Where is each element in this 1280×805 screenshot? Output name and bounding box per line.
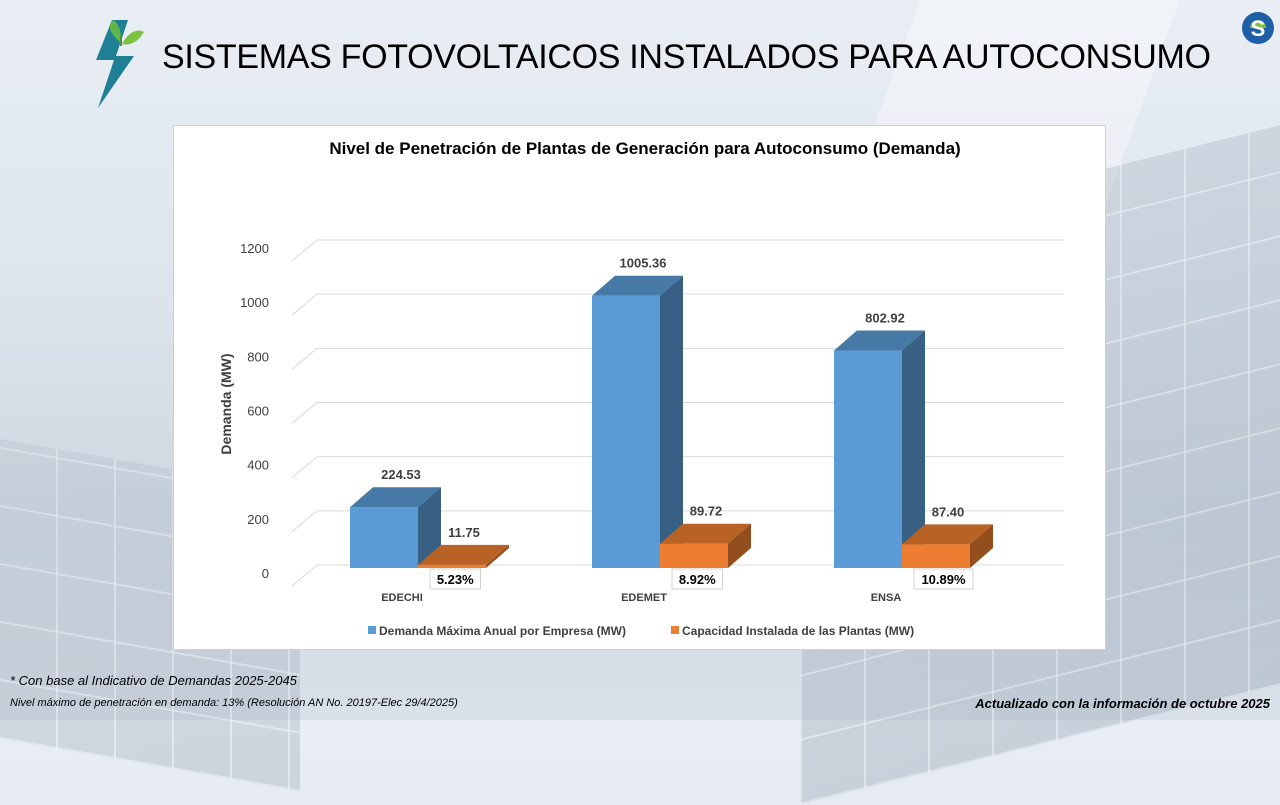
gridline-diagonal: [291, 402, 318, 424]
bar-capacidad-edechi-front: [418, 564, 486, 568]
y-axis-label: Demanda (MW): [218, 353, 234, 454]
data-label-capacidad: 87.40: [932, 504, 965, 519]
category-labels: EDECHI EDEMET ENSA: [381, 592, 901, 604]
bar-capacidad-edechi-top: [418, 544, 509, 565]
bar-demanda-ensa-side: [902, 330, 925, 568]
company-logo-icon: S: [1242, 12, 1274, 44]
penetration-label: 10.89%: [921, 572, 966, 587]
bar-demanda-edemet-side: [660, 275, 683, 568]
energy-logo-icon: [96, 20, 144, 108]
bars: 224.53 11.75 5.23% 1005.36 89.72 8.92% 802.92 8…: [350, 256, 993, 590]
gridline-diagonal: [291, 456, 318, 479]
y-tick-label: 1000: [240, 295, 269, 310]
data-label-demanda: 1005.36: [620, 256, 667, 271]
y-tick-label: 600: [247, 404, 269, 419]
penetration-box: [671, 568, 723, 590]
category-label: ENSA: [871, 592, 902, 604]
bar-demanda-edechi: [350, 487, 441, 568]
bar-demanda-edechi-front: [350, 507, 418, 568]
bar-capacidad-edechi-side: [486, 544, 509, 568]
chart-card: Nivel de Penetración de Plantas de Gener…: [173, 125, 1106, 650]
legend-swatch: [671, 626, 679, 634]
y-tick-label: 1200: [240, 241, 269, 256]
bar-demanda-ensa-top: [834, 330, 925, 351]
gridline-diagonal: [291, 510, 318, 533]
penetration-label: 8.92%: [679, 572, 716, 587]
category-label: EDECHI: [381, 592, 423, 604]
bar-demanda-edemet: [592, 275, 683, 568]
bar-demanda-edechi-side: [418, 487, 441, 568]
footnote-penetration-limit: Nivel máximo de penetración en demanda: …: [10, 697, 458, 709]
penetration-label-box: 8.92%: [671, 568, 723, 590]
footnote-source: * Con base al Indicativo de Demandas 202…: [10, 673, 297, 688]
penetration-label-box: 10.89%: [913, 568, 974, 590]
bar-demanda-edechi-top: [350, 487, 441, 508]
penetration-box: [429, 568, 481, 590]
legend-item: Demanda Máxima Anual por Empresa (MW): [368, 624, 626, 638]
bar-chart: Nivel de Penetración de Plantas de Gener…: [218, 139, 1064, 638]
legend: Demanda Máxima Anual por Empresa (MW) Cap…: [368, 624, 914, 638]
bar-capacidad-edemet-top: [660, 523, 751, 544]
y-tick-label: 400: [247, 458, 269, 473]
y-tick-label: 0: [262, 566, 269, 581]
legend-label: Demanda Máxima Anual por Empresa (MW): [379, 624, 626, 638]
data-label-capacidad: 11.75: [448, 525, 480, 540]
y-tick-label: 800: [247, 349, 269, 364]
legend-swatch: [368, 626, 376, 634]
bar-demanda-edemet-front: [592, 295, 660, 568]
penetration-label: 5.23%: [437, 572, 474, 587]
updated-note: Actualizado con la información de octubr…: [975, 696, 1270, 711]
y-axis-ticks: 0 200 400 600 800 1000 1200: [240, 241, 269, 581]
page-title: SISTEMAS FOTOVOLTAICOS INSTALADOS PARA A…: [162, 38, 1211, 76]
penetration-label-box: 5.23%: [429, 568, 481, 590]
svg-text:S: S: [1251, 16, 1266, 41]
gridline-diagonal: [291, 239, 318, 262]
y-tick-label: 200: [247, 512, 269, 527]
data-label-demanda: 224.53: [381, 467, 421, 482]
bar-capacidad-ensa-top: [902, 524, 993, 545]
bar-capacidad-ensa: [902, 524, 993, 568]
bar-capacidad-edechi: [418, 544, 509, 568]
legend-label: Capacidad Instalada de las Plantas (MW): [682, 624, 914, 638]
gridline-diagonal: [291, 564, 318, 587]
bar-demanda-edemet-top: [592, 275, 683, 296]
data-label-demanda: 802.92: [865, 311, 905, 326]
bar-capacidad-ensa-front: [902, 544, 970, 568]
data-label-capacidad: 89.72: [690, 504, 723, 519]
bar-demanda-ensa-front: [834, 350, 902, 568]
bar-capacidad-edemet-side: [728, 523, 751, 568]
gridline-diagonal: [291, 293, 318, 316]
chart-title: Nivel de Penetración de Plantas de Gener…: [329, 139, 960, 158]
bar-capacidad-edemet: [660, 523, 751, 568]
bar-demanda-ensa: [834, 330, 925, 568]
legend-item: Capacidad Instalada de las Plantas (MW): [671, 624, 914, 638]
gridline-diagonal: [291, 347, 318, 370]
bar-capacidad-ensa-side: [970, 524, 993, 568]
category-label: EDEMET: [621, 592, 667, 604]
bar-capacidad-edemet-front: [660, 543, 728, 568]
penetration-box: [913, 568, 974, 590]
